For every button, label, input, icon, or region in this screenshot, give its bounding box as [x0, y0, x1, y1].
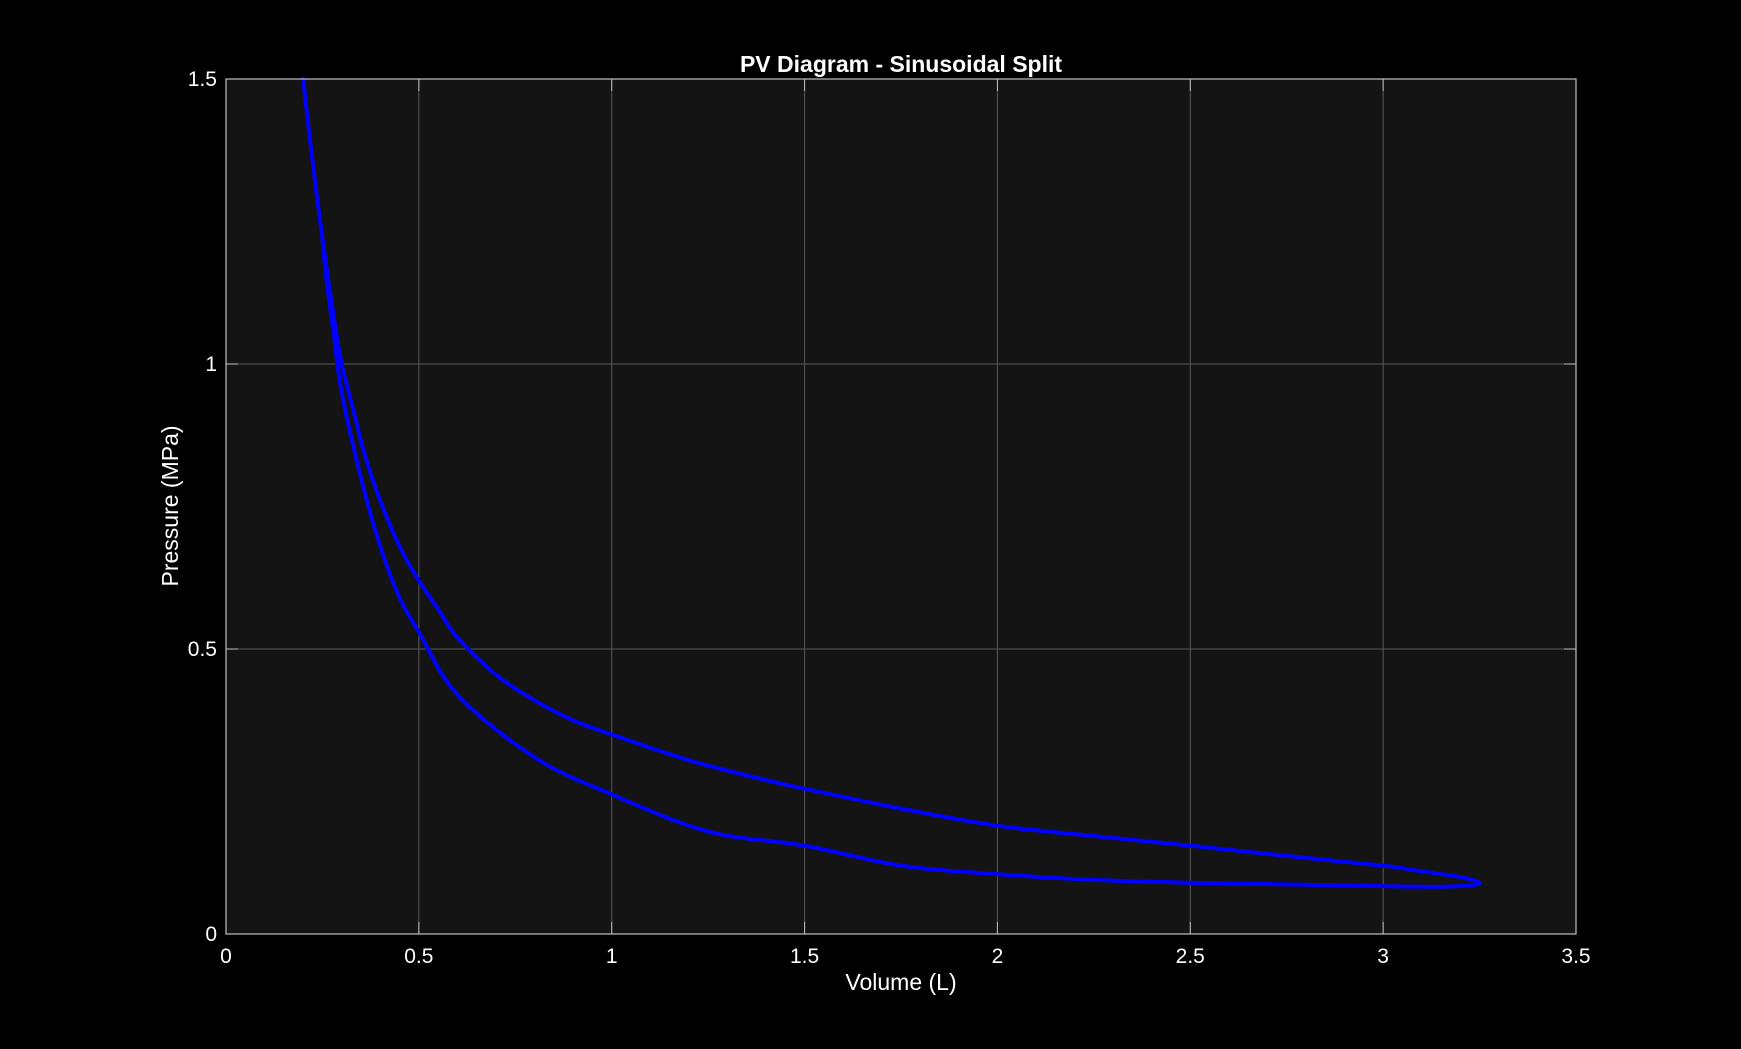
- y-axis-title: Pressure (MPa): [157, 425, 183, 586]
- plot-area: [226, 79, 1576, 934]
- x-axis-title: Volume (L): [845, 969, 956, 995]
- x-tick-label: 0.5: [404, 945, 433, 968]
- x-tick-labels: 0 0.5 1 1.5 2 2.5 3 3.5: [220, 945, 1590, 968]
- tick-marks: [225, 78, 1577, 935]
- x-tick-label: 2: [992, 945, 1004, 968]
- x-tick-label: 1: [606, 945, 618, 968]
- pv-series-line-0: [301, 77, 1482, 889]
- y-tick-label: 1.5: [188, 68, 217, 91]
- grid-lines: [226, 79, 1576, 934]
- plot-frame: [225, 78, 1577, 935]
- y-tick-label: 0: [205, 923, 217, 946]
- x-tick-label: 3.5: [1561, 945, 1590, 968]
- x-tick-label: 0: [220, 945, 232, 968]
- y-tick-labels: 0 0.5 1 1.5: [188, 68, 217, 946]
- chart-title: PV Diagram - Sinusoidal Split: [740, 51, 1062, 77]
- y-tick-label: 0.5: [188, 638, 217, 661]
- x-tick-label: 1.5: [790, 945, 819, 968]
- x-tick-label: 3: [1377, 945, 1389, 968]
- series-layer: [301, 77, 1482, 889]
- x-tick-label: 2.5: [1176, 945, 1205, 968]
- y-tick-label: 1: [205, 353, 217, 376]
